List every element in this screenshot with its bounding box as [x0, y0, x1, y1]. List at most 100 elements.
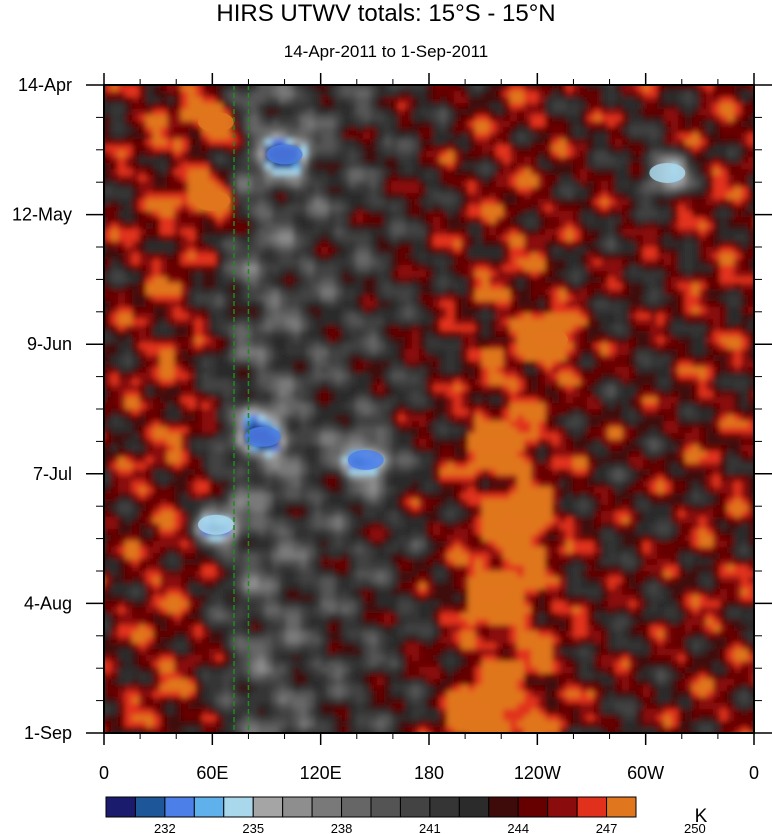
field-cell — [447, 355, 455, 362]
field-cell — [188, 115, 196, 122]
field-cell — [559, 343, 567, 350]
field-cell — [580, 97, 588, 104]
field-cell — [167, 313, 175, 320]
field-cell — [391, 187, 399, 194]
field-cell — [258, 283, 266, 290]
field-cell — [545, 253, 553, 260]
field-cell — [139, 115, 147, 122]
field-cell — [664, 85, 672, 92]
field-cell — [202, 145, 210, 152]
field-cell — [615, 187, 623, 194]
field-cell — [363, 121, 371, 128]
field-cell — [482, 199, 490, 206]
field-cell — [685, 187, 693, 194]
field-cell — [748, 259, 754, 266]
field-cell — [489, 349, 497, 356]
field-cell — [468, 139, 476, 146]
field-cell — [517, 157, 525, 164]
field-cell — [720, 379, 728, 386]
field-cell — [496, 133, 504, 140]
field-cell — [433, 289, 441, 296]
field-cell — [538, 271, 546, 278]
field-cell — [706, 109, 714, 116]
field-cell — [727, 133, 735, 140]
field-cell — [629, 157, 637, 164]
field-cell — [335, 241, 343, 248]
field-cell — [468, 133, 476, 140]
field-cell — [279, 373, 287, 380]
field-cell — [286, 391, 294, 398]
field-cell — [622, 103, 630, 110]
field-cell — [552, 127, 560, 134]
field-cell — [713, 163, 721, 170]
field-cell — [174, 343, 182, 350]
field-cell — [342, 349, 350, 356]
field-cell — [461, 319, 469, 326]
field-cell — [279, 349, 287, 356]
field-cell — [650, 109, 658, 116]
field-cell — [146, 223, 154, 230]
field-cell — [146, 373, 154, 380]
field-cell — [356, 235, 364, 242]
field-cell — [727, 343, 735, 350]
field-cell — [699, 217, 707, 224]
field-cell — [741, 319, 749, 326]
field-cell — [405, 367, 413, 374]
field-cell — [209, 391, 217, 398]
field-cell — [496, 193, 504, 200]
field-cell — [328, 223, 336, 230]
field-cell — [370, 313, 378, 320]
field-cell — [734, 289, 742, 296]
field-cell — [391, 325, 399, 332]
field-cell — [468, 97, 476, 104]
field-cell — [384, 265, 392, 272]
field-cell — [181, 385, 189, 392]
field-cell — [545, 265, 553, 272]
field-cell — [118, 235, 126, 242]
field-cell — [265, 391, 273, 398]
field-cell — [321, 349, 329, 356]
field-cell — [363, 187, 371, 194]
field-cell — [510, 85, 518, 92]
field-cell — [307, 157, 315, 164]
field-cell — [678, 211, 686, 218]
field-cell — [538, 223, 546, 230]
field-cell — [377, 139, 385, 146]
field-cell — [601, 259, 609, 266]
field-cell — [342, 235, 350, 242]
field-cell — [531, 193, 539, 200]
field-cell — [258, 325, 266, 332]
field-cell — [447, 127, 455, 134]
field-cell — [713, 85, 721, 92]
field-cell — [538, 211, 546, 218]
field-cell — [314, 229, 322, 236]
field-cell — [720, 283, 728, 290]
field-cell — [195, 97, 203, 104]
field-cell — [153, 367, 161, 374]
field-cell — [580, 349, 588, 356]
field-cell — [573, 145, 581, 152]
field-cell — [391, 241, 399, 248]
field-cell — [692, 373, 700, 380]
field-cell — [685, 199, 693, 206]
field-cell — [216, 325, 224, 332]
field-cell — [524, 241, 532, 248]
field-cell — [356, 337, 364, 344]
field-cell — [699, 325, 707, 332]
field-cell — [398, 385, 406, 392]
field-cell — [559, 205, 567, 212]
field-cell — [195, 181, 203, 188]
field-cell — [195, 283, 203, 290]
field-cell — [174, 331, 182, 338]
field-cell — [237, 181, 245, 188]
field-cell — [699, 337, 707, 344]
field-cell — [125, 379, 133, 386]
field-cell — [237, 121, 245, 128]
field-cell — [272, 271, 280, 278]
field-cell — [111, 199, 119, 206]
field-cell — [727, 337, 735, 344]
field-cell — [146, 199, 154, 206]
field-cell — [181, 91, 189, 98]
field-cell — [286, 199, 294, 206]
field-cell — [482, 91, 490, 98]
